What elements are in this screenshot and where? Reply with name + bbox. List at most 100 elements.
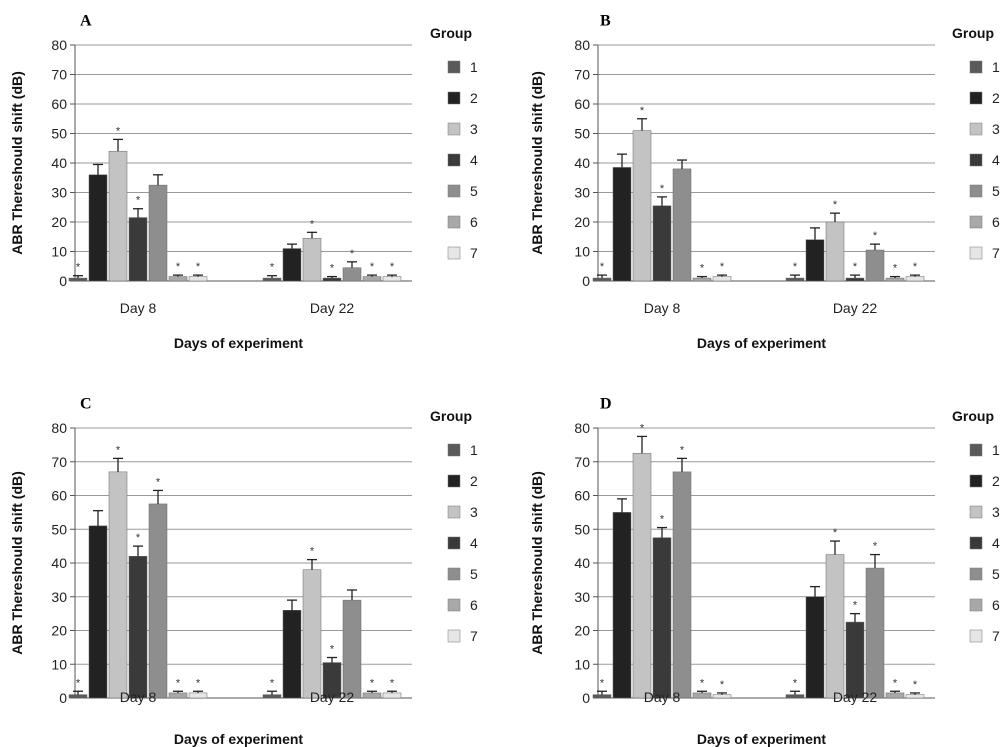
significance-mark: * (370, 261, 375, 273)
legend-label: 1 (992, 59, 1000, 75)
bar-group7-day22 (905, 694, 925, 699)
legend-swatch (447, 567, 461, 581)
y-tick-label: 20 (574, 214, 590, 230)
bar-group6-day8 (168, 276, 188, 282)
x-tick-label: Day 8 (644, 689, 681, 705)
y-tick-label: 70 (574, 454, 590, 470)
bar-group5-day8 (148, 184, 168, 282)
legend-swatch (447, 184, 461, 198)
legend-swatch (969, 474, 983, 488)
y-tick-label: 30 (51, 589, 67, 605)
significance-mark: * (116, 444, 121, 456)
bar-group1-day22 (262, 694, 282, 699)
x-tick-label: Day 8 (120, 689, 157, 705)
y-tick-label: 0 (582, 690, 590, 706)
legend-swatch (447, 598, 461, 612)
y-tick-label: 70 (574, 67, 590, 83)
y-tick-label: 0 (59, 690, 67, 706)
significance-mark: * (270, 262, 275, 274)
y-tick-label: 50 (51, 521, 67, 537)
bar-group4-day22 (322, 277, 342, 282)
legend-swatch (969, 246, 983, 260)
y-tick-label: 50 (574, 126, 590, 142)
panel-c: C 0 10 20 30 40 50 60 70 80 * * * * * * Day 8 * * * * * Day 22… (9, 395, 478, 747)
y-axis-label: ABR Thereshould shift (dB) (529, 471, 545, 655)
legend-swatch (447, 153, 461, 167)
significance-mark: * (310, 546, 315, 558)
legend-label: 2 (470, 473, 478, 489)
legend-title: Group (952, 408, 994, 424)
x-axis-label: Days of experiment (697, 731, 826, 747)
legend-swatch (447, 122, 461, 136)
panel-b: B 0 10 20 30 40 50 60 70 80 * * * * * Day 8 * * * * * * Day 22… (529, 12, 1000, 351)
significance-mark: * (156, 476, 161, 488)
significance-mark: * (720, 261, 725, 273)
bar-group7-day8 (188, 692, 208, 699)
legend-swatch (969, 505, 983, 519)
bar-group6-day8 (692, 692, 712, 699)
y-tick-label: 40 (574, 155, 590, 171)
legend-swatch (447, 536, 461, 550)
bar-group1-day8 (592, 694, 612, 699)
significance-mark: * (136, 532, 141, 544)
y-tick-label: 80 (574, 37, 590, 53)
bar-group5-day22 (865, 567, 885, 699)
significance-mark: * (176, 677, 181, 689)
legend-swatch (969, 598, 983, 612)
y-tick-label: 0 (582, 273, 590, 289)
legend-swatch (447, 629, 461, 643)
bar-group3-day22 (302, 569, 322, 699)
bar-group1-day22 (785, 277, 805, 282)
legend-label: 5 (470, 183, 478, 199)
legend-swatch (447, 474, 461, 488)
significance-mark: * (793, 261, 798, 273)
bar-group4-day8 (128, 556, 148, 699)
bar-group7-day22 (905, 276, 925, 282)
y-tick-label: 30 (574, 185, 590, 201)
x-tick-label: Day 8 (120, 300, 157, 316)
bar-group3-day8 (108, 150, 128, 282)
legend-swatch (447, 60, 461, 74)
legend-swatch (969, 215, 983, 229)
significance-mark: * (853, 261, 858, 273)
significance-mark: * (196, 677, 201, 689)
significance-mark: * (660, 183, 665, 195)
x-axis-label: Days of experiment (697, 335, 826, 351)
significance-mark: * (913, 261, 918, 273)
legend-label: 7 (992, 245, 1000, 261)
legend-title: Group (430, 25, 472, 41)
significance-mark: * (893, 677, 898, 689)
significance-mark: * (640, 422, 645, 434)
x-axis-label: Days of experiment (174, 335, 303, 351)
significance-mark: * (700, 263, 705, 275)
bar-group3-day8 (632, 130, 652, 282)
significance-mark: * (390, 677, 395, 689)
significance-mark: * (913, 679, 918, 691)
legend-swatch (969, 91, 983, 105)
bar-group7-day22 (382, 276, 402, 282)
y-tick-label: 10 (574, 656, 590, 672)
x-axis-label: Days of experiment (174, 731, 303, 747)
legend-swatch (969, 184, 983, 198)
legend-swatch (447, 215, 461, 229)
y-tick-label: 60 (51, 96, 67, 112)
legend-label: 3 (470, 121, 478, 137)
bar-group5-day22 (342, 599, 362, 699)
legend-swatch (447, 505, 461, 519)
legend-label: 1 (470, 442, 478, 458)
panel-letter: A (80, 12, 92, 29)
legend-title: Group (430, 408, 472, 424)
y-tick-label: 50 (51, 126, 67, 142)
bar-group5-day22 (342, 267, 362, 282)
legend-label: 4 (992, 152, 1000, 168)
bar-group6-day22 (885, 277, 905, 282)
y-tick-label: 20 (574, 623, 590, 639)
panel-letter: D (600, 395, 612, 412)
bar-group5-day22 (865, 249, 885, 282)
y-tick-label: 80 (574, 420, 590, 436)
significance-mark: * (660, 514, 665, 526)
bar-group6-day22 (362, 276, 382, 282)
bar-group5-day8 (148, 503, 168, 699)
bar-group7-day22 (382, 692, 402, 699)
y-tick-label: 60 (51, 488, 67, 504)
